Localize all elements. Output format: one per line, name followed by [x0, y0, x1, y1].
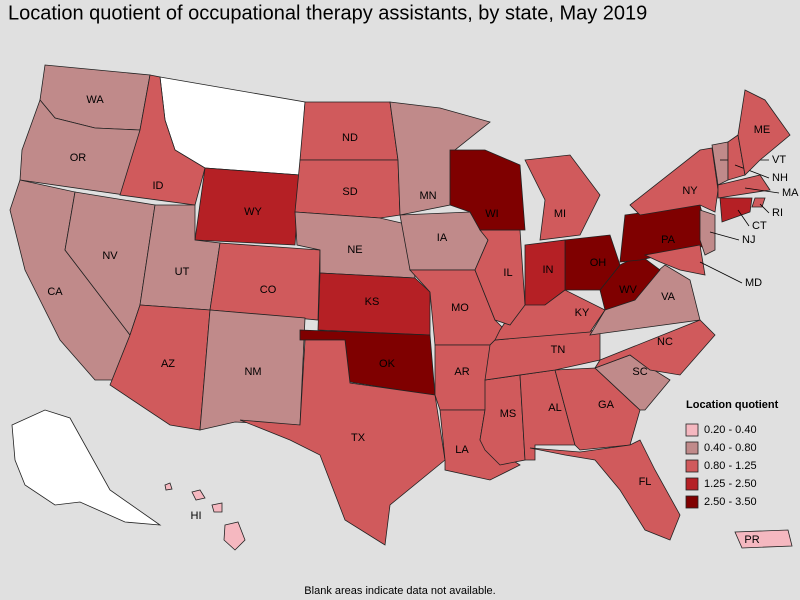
- leader-line: [699, 261, 743, 284]
- state-label: MN: [419, 190, 436, 202]
- states: WA OR CA NV ID WY UT CO AZ NM ND SD NE KS OK TX MN IA MO AR…: [9, 64, 799, 551]
- state: [191, 489, 206, 501]
- state-label: AL: [548, 402, 561, 414]
- state-label: IA: [437, 232, 448, 244]
- state-label: NM: [244, 366, 261, 378]
- state-label: OK: [379, 358, 396, 370]
- state: [223, 521, 246, 551]
- state-label: VT: [772, 154, 786, 166]
- state: [643, 244, 706, 276]
- state-label: OH: [590, 257, 607, 269]
- state-label: WA: [86, 94, 104, 106]
- legend-swatch: [685, 423, 699, 437]
- state: [479, 374, 526, 466]
- map-title: Location quotient of occupational therap…: [8, 2, 647, 24]
- state-label: MO: [451, 302, 469, 314]
- state-label: TN: [551, 344, 566, 356]
- legend-title: Location quotient: [686, 399, 779, 411]
- state: [594, 319, 716, 376]
- state-label: WI: [485, 208, 498, 220]
- legend-label: 2.50 - 3.50: [704, 496, 757, 508]
- state-label: AR: [454, 366, 469, 378]
- state: [719, 197, 753, 223]
- legend-label: 0.40 - 0.80: [704, 442, 757, 454]
- state-label: FL: [639, 476, 652, 488]
- leader-line: [737, 209, 750, 227]
- state-label: ID: [153, 180, 164, 192]
- state: [474, 229, 526, 326]
- legend: Location quotient 0.20 - 0.40 0.40 - 0.80…: [685, 399, 779, 509]
- state-label: NY: [682, 185, 698, 197]
- legend-label: 0.80 - 1.25: [704, 460, 757, 472]
- legend-swatch: [685, 477, 699, 491]
- state-label: CO: [260, 284, 277, 296]
- state-label: SD: [342, 186, 357, 198]
- state-label: HI: [191, 510, 202, 522]
- state-label: WV: [619, 284, 637, 296]
- state-label: SC: [632, 366, 647, 378]
- state: [294, 159, 401, 219]
- state: [737, 89, 791, 176]
- state: [629, 147, 719, 216]
- state: [524, 154, 601, 241]
- legend-swatch: [685, 459, 699, 473]
- leader-line: [759, 203, 770, 214]
- state: [449, 149, 526, 231]
- state: [717, 174, 771, 199]
- state-label: IN: [543, 264, 554, 276]
- footnote: Blank areas indicate data not available.: [304, 585, 495, 597]
- state-label: NJ: [742, 234, 755, 246]
- state-label: MA: [782, 187, 799, 199]
- leader-line: [734, 164, 770, 179]
- state-label: CA: [47, 286, 63, 298]
- leader-line: [709, 231, 740, 241]
- state: [209, 242, 321, 321]
- state-label: KS: [365, 296, 380, 308]
- state-label: KY: [575, 307, 590, 319]
- blank-state: [11, 409, 162, 526]
- state: [317, 272, 431, 336]
- state-label: MI: [554, 208, 566, 220]
- legend-label: 0.20 - 0.40: [704, 424, 757, 436]
- state-label: CT: [752, 220, 767, 232]
- legend-swatch: [685, 441, 699, 455]
- leader-line: [744, 187, 780, 194]
- state-label: LA: [455, 444, 469, 456]
- state-label: VA: [661, 291, 676, 303]
- state: [529, 439, 681, 541]
- state-label: ME: [754, 124, 771, 136]
- state-label: NV: [102, 250, 118, 262]
- state-label: NH: [772, 172, 788, 184]
- state: [524, 239, 566, 306]
- state-label: PR: [744, 534, 759, 546]
- state-label: RI: [772, 207, 783, 219]
- state-label: ND: [342, 132, 358, 144]
- state-label: MS: [500, 408, 517, 420]
- state-label: GA: [598, 399, 615, 411]
- state-label: MD: [745, 277, 762, 289]
- state: [164, 482, 173, 491]
- state: [751, 197, 766, 208]
- state: [734, 529, 793, 549]
- state-label: AZ: [161, 358, 175, 370]
- state-label: UT: [175, 266, 190, 278]
- state-label: PA: [661, 234, 676, 246]
- state-label: TX: [351, 432, 366, 444]
- legend-swatch: [685, 495, 699, 509]
- state-label: OR: [70, 152, 87, 164]
- legend-label: 1.25 - 2.50: [704, 478, 757, 490]
- state-label: IL: [503, 267, 512, 279]
- state-label: NE: [347, 244, 362, 256]
- state-label: WY: [244, 206, 262, 218]
- state: [194, 167, 301, 246]
- state: [239, 339, 446, 546]
- state: [211, 502, 223, 513]
- state-label: NC: [657, 336, 673, 348]
- state: [699, 209, 716, 256]
